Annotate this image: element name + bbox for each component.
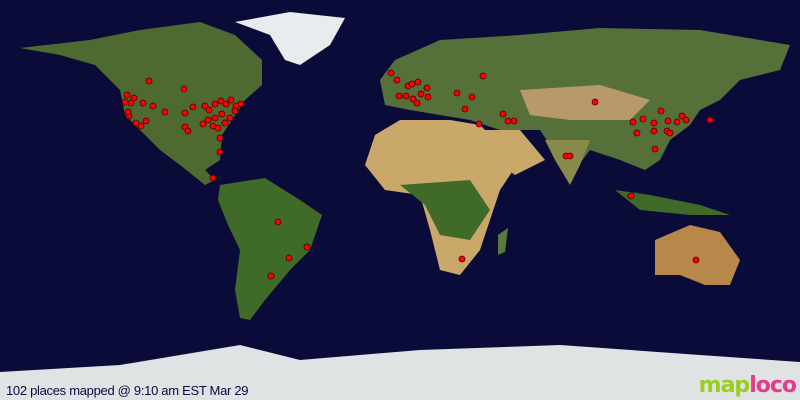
place-marker[interactable] <box>639 115 647 123</box>
place-marker[interactable] <box>189 103 197 111</box>
place-marker[interactable] <box>149 102 157 110</box>
place-marker[interactable] <box>142 117 150 125</box>
place-marker[interactable] <box>226 114 234 122</box>
place-marker[interactable] <box>510 117 518 125</box>
place-marker[interactable] <box>137 122 145 130</box>
place-marker[interactable] <box>461 105 469 113</box>
place-marker[interactable] <box>124 108 132 116</box>
se-asia-islands <box>615 190 730 215</box>
place-marker[interactable] <box>303 243 311 251</box>
place-marker[interactable] <box>706 116 714 124</box>
place-marker[interactable] <box>650 119 658 127</box>
place-marker[interactable] <box>682 116 690 124</box>
place-marker[interactable] <box>414 78 422 86</box>
antarctica <box>0 345 800 400</box>
place-marker[interactable] <box>402 92 410 100</box>
place-marker[interactable] <box>651 145 659 153</box>
place-marker[interactable] <box>267 272 275 280</box>
place-marker[interactable] <box>468 93 476 101</box>
status-caption: 102 places mapped @ 9:10 am EST Mar 29 <box>6 383 249 398</box>
place-marker[interactable] <box>201 102 209 110</box>
arabia <box>480 130 545 175</box>
place-marker[interactable] <box>458 255 466 263</box>
place-marker[interactable] <box>387 69 395 77</box>
place-marker[interactable] <box>209 174 217 182</box>
place-marker[interactable] <box>130 94 138 102</box>
place-marker[interactable] <box>216 148 224 156</box>
place-marker[interactable] <box>123 91 131 99</box>
place-marker[interactable] <box>692 256 700 264</box>
place-marker[interactable] <box>657 107 665 115</box>
place-marker[interactable] <box>181 109 189 117</box>
place-marker[interactable] <box>204 116 212 124</box>
central-asia-desert <box>520 85 650 120</box>
place-marker[interactable] <box>218 110 226 118</box>
place-marker[interactable] <box>393 76 401 84</box>
place-marker[interactable] <box>633 129 641 137</box>
place-marker[interactable] <box>221 119 229 127</box>
place-marker[interactable] <box>673 118 681 126</box>
australia <box>655 225 740 285</box>
maploco-logo[interactable]: maploco <box>698 373 797 398</box>
place-marker[interactable] <box>395 92 403 100</box>
place-marker[interactable] <box>417 90 425 98</box>
markers <box>121 69 714 280</box>
place-marker[interactable] <box>184 127 192 135</box>
greenland <box>235 12 345 65</box>
place-marker[interactable] <box>664 117 672 125</box>
place-marker[interactable] <box>211 100 219 108</box>
place-marker[interactable] <box>199 120 207 128</box>
place-marker[interactable] <box>211 114 219 122</box>
central-africa-forest <box>400 180 490 240</box>
place-marker[interactable] <box>666 129 674 137</box>
place-marker[interactable] <box>127 99 135 107</box>
place-marker[interactable] <box>231 107 239 115</box>
place-marker[interactable] <box>216 134 224 142</box>
place-marker[interactable] <box>222 100 230 108</box>
place-marker[interactable] <box>423 84 431 92</box>
place-marker[interactable] <box>145 77 153 85</box>
place-marker[interactable] <box>227 96 235 104</box>
place-marker[interactable] <box>479 72 487 80</box>
logo-part-loco: loco <box>749 373 797 398</box>
place-marker[interactable] <box>499 110 507 118</box>
place-marker[interactable] <box>413 99 421 107</box>
place-marker[interactable] <box>475 120 483 128</box>
place-marker[interactable] <box>274 218 282 226</box>
place-marker[interactable] <box>121 98 129 106</box>
south-america <box>218 178 322 320</box>
place-marker[interactable] <box>424 93 432 101</box>
place-marker[interactable] <box>217 97 225 105</box>
place-marker[interactable] <box>453 89 461 97</box>
place-marker[interactable] <box>139 99 147 107</box>
india <box>545 140 590 185</box>
place-marker[interactable] <box>566 152 574 160</box>
place-marker[interactable] <box>591 98 599 106</box>
place-marker[interactable] <box>504 117 512 125</box>
place-marker[interactable] <box>214 124 222 132</box>
madagascar <box>498 228 508 255</box>
logo-part-map: map <box>698 373 751 398</box>
place-marker[interactable] <box>161 108 169 116</box>
place-marker[interactable] <box>650 127 658 135</box>
place-marker[interactable] <box>205 106 213 114</box>
place-marker[interactable] <box>237 100 245 108</box>
place-marker[interactable] <box>408 80 416 88</box>
place-marker[interactable] <box>180 85 188 93</box>
place-marker[interactable] <box>409 95 417 103</box>
place-marker[interactable] <box>285 254 293 262</box>
place-marker[interactable] <box>678 112 686 120</box>
place-marker[interactable] <box>627 192 635 200</box>
place-marker[interactable] <box>132 119 140 127</box>
place-marker[interactable] <box>629 118 637 126</box>
land <box>0 12 800 400</box>
